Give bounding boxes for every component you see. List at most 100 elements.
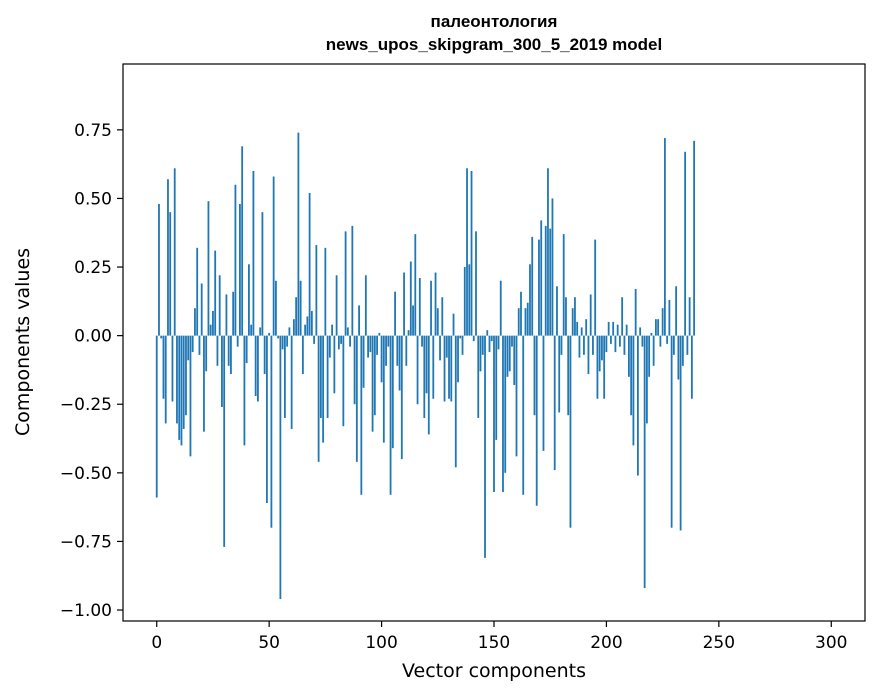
bar bbox=[616, 324, 619, 336]
bar bbox=[542, 335, 545, 451]
bar bbox=[684, 151, 687, 336]
bar bbox=[418, 278, 421, 336]
bar bbox=[668, 299, 671, 336]
bar bbox=[643, 335, 646, 589]
bar bbox=[448, 335, 450, 399]
bar bbox=[466, 168, 468, 336]
bar bbox=[427, 335, 430, 435]
bar bbox=[160, 335, 163, 339]
bar bbox=[236, 335, 239, 347]
bar bbox=[205, 335, 208, 372]
bar bbox=[688, 297, 691, 336]
bar bbox=[506, 335, 509, 377]
bar bbox=[358, 305, 360, 336]
bar bbox=[167, 179, 169, 336]
bar bbox=[441, 297, 444, 336]
bar bbox=[672, 335, 675, 355]
bar bbox=[450, 335, 453, 402]
chart-title-line1: палеонтология bbox=[430, 12, 558, 31]
bar bbox=[283, 335, 286, 418]
bar bbox=[490, 335, 493, 342]
bar bbox=[639, 327, 642, 336]
y-axis-ticks: 0.75 0.50 0.25 0.00 −0.25 −0.50 −0.75 −1.00 bbox=[60, 121, 123, 621]
bar bbox=[243, 335, 246, 446]
bar bbox=[661, 308, 664, 336]
bar bbox=[531, 236, 534, 336]
bar bbox=[326, 335, 329, 418]
bar bbox=[565, 297, 567, 336]
bar bbox=[351, 225, 354, 336]
bar bbox=[369, 335, 372, 353]
bar bbox=[254, 335, 257, 396]
bar bbox=[472, 335, 475, 342]
bar bbox=[594, 239, 597, 336]
bar bbox=[218, 275, 221, 336]
x-tick-label: 0 bbox=[151, 633, 162, 653]
bar bbox=[621, 297, 624, 336]
bar bbox=[337, 335, 340, 350]
bar bbox=[324, 247, 327, 336]
bar bbox=[463, 267, 466, 336]
bar bbox=[322, 335, 325, 443]
bar bbox=[607, 321, 610, 336]
bar bbox=[407, 330, 410, 336]
bar bbox=[439, 335, 441, 361]
x-tick-label: 250 bbox=[703, 633, 735, 653]
bar bbox=[279, 335, 282, 600]
bar bbox=[376, 335, 378, 355]
bar bbox=[367, 335, 369, 358]
bar bbox=[360, 335, 363, 495]
bar bbox=[389, 335, 392, 495]
bar bbox=[371, 335, 374, 432]
bar bbox=[589, 294, 592, 336]
bar bbox=[553, 335, 556, 471]
bar bbox=[169, 212, 172, 336]
bar bbox=[292, 319, 295, 336]
bar bbox=[475, 231, 477, 336]
bar bbox=[663, 138, 666, 336]
bar bbox=[670, 335, 673, 528]
x-tick-label: 150 bbox=[478, 633, 510, 653]
bar bbox=[180, 335, 183, 446]
bar bbox=[560, 335, 563, 355]
bar bbox=[569, 335, 572, 528]
bar bbox=[632, 335, 635, 446]
y-axis-label: Components values bbox=[12, 248, 34, 436]
bar bbox=[574, 297, 576, 336]
x-axis-ticks: 0 50 100 150 200 250 300 bbox=[151, 621, 847, 653]
bar bbox=[646, 335, 648, 424]
bar bbox=[355, 335, 358, 462]
bar bbox=[513, 335, 516, 386]
bar bbox=[248, 264, 250, 336]
bar bbox=[571, 308, 574, 336]
bar bbox=[259, 327, 262, 336]
bar bbox=[346, 327, 349, 336]
bar bbox=[567, 335, 570, 416]
bar bbox=[675, 286, 678, 336]
bar bbox=[538, 239, 540, 336]
bar bbox=[308, 192, 311, 336]
bar bbox=[378, 332, 381, 336]
bar bbox=[272, 176, 275, 336]
bar bbox=[221, 335, 223, 407]
bar bbox=[601, 335, 603, 361]
bar bbox=[409, 261, 412, 336]
bar bbox=[679, 335, 682, 531]
bar bbox=[212, 310, 214, 336]
bar bbox=[234, 184, 237, 336]
bar bbox=[317, 335, 320, 462]
bar bbox=[252, 171, 255, 336]
bar bbox=[659, 335, 662, 347]
bar bbox=[266, 335, 268, 504]
bar bbox=[216, 335, 219, 366]
bar bbox=[657, 319, 660, 336]
bar bbox=[598, 335, 601, 372]
bar bbox=[286, 335, 289, 347]
bar bbox=[387, 335, 390, 347]
bar bbox=[529, 264, 531, 336]
bar bbox=[504, 335, 507, 473]
bar bbox=[239, 203, 241, 336]
bar bbox=[544, 225, 547, 336]
bar bbox=[549, 228, 552, 336]
bar bbox=[497, 335, 500, 350]
